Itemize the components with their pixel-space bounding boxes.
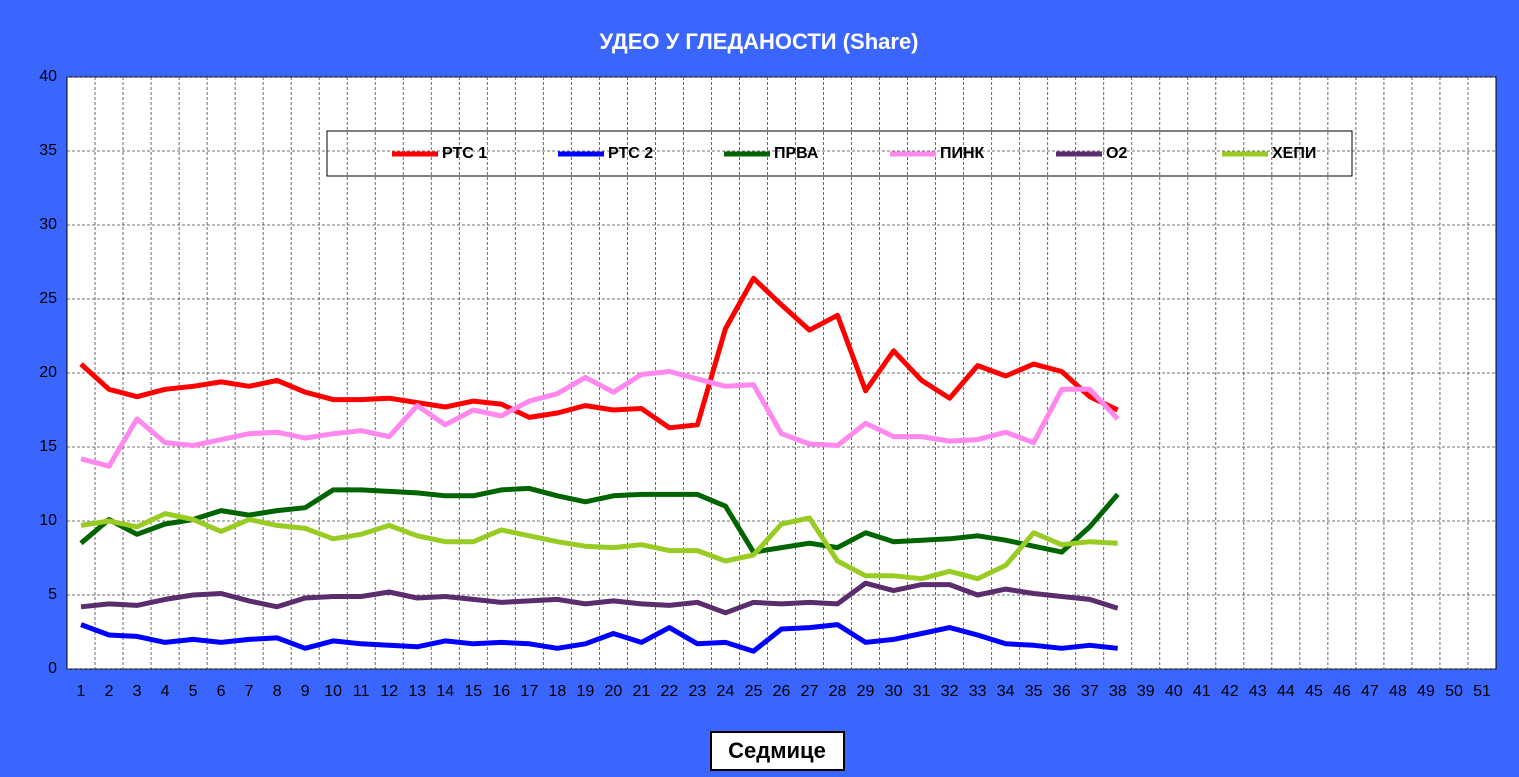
x-axis-label: Седмице [728, 738, 826, 763]
legend-label: РТС 2 [608, 145, 653, 162]
chart-title: УДЕО У ГЛЕДАНОСТИ (Share) [599, 29, 918, 54]
x-tick-label: 37 [1081, 683, 1099, 700]
y-tick-label: 15 [39, 438, 57, 455]
series-line [80, 580, 1119, 616]
y-tick-label: 25 [39, 290, 57, 307]
series-line [79, 275, 1119, 431]
x-tick-label: 43 [1249, 683, 1267, 700]
x-tick-label: 28 [829, 683, 847, 700]
x-tick-label: 5 [189, 683, 198, 700]
series-line [80, 369, 1120, 469]
x-tick-label: 25 [745, 683, 763, 700]
x-tick-label: 22 [661, 683, 679, 700]
y-tick-label: 10 [39, 512, 57, 529]
x-tick-label: 48 [1389, 683, 1407, 700]
y-tick-label: 5 [48, 586, 57, 603]
x-tick-label: 47 [1361, 683, 1379, 700]
x-tick-label: 15 [464, 683, 482, 700]
x-tick-label: 42 [1221, 683, 1239, 700]
series-line [80, 511, 1118, 582]
x-tick-label: 33 [969, 683, 987, 700]
y-tick-label: 20 [39, 364, 57, 381]
x-tick-label: 1 [77, 683, 86, 700]
legend-box [326, 130, 1353, 177]
x-tick-label: 14 [436, 683, 454, 700]
x-tick-label: 2 [105, 683, 114, 700]
x-tick-label: 3 [133, 683, 142, 700]
legend-label: РТС 1 [442, 145, 487, 162]
y-tick-label: 0 [48, 660, 57, 677]
x-tick-label: 49 [1417, 683, 1435, 700]
x-tick-label: 16 [492, 683, 510, 700]
x-tick-label: 11 [353, 683, 370, 700]
x-tick-label: 24 [717, 683, 735, 700]
x-tick-label: 4 [161, 683, 170, 700]
x-tick-label: 32 [941, 683, 959, 700]
x-tick-label: 8 [273, 683, 282, 700]
x-tick-label: 19 [576, 683, 594, 700]
x-tick-label: 31 [913, 683, 931, 700]
y-tick-label: 30 [39, 216, 57, 233]
x-tick-label: 23 [689, 683, 707, 700]
x-tick-label: 30 [885, 683, 903, 700]
legend-label: ХЕПИ [1272, 145, 1316, 162]
x-tick-label: 51 [1473, 683, 1491, 700]
series-line [79, 485, 1120, 555]
x-tick-label: 35 [1025, 683, 1043, 700]
x-tick-label: 44 [1277, 683, 1295, 700]
x-tick-label: 38 [1109, 683, 1127, 700]
x-tick-label: 18 [548, 683, 566, 700]
x-label-box [710, 731, 845, 771]
x-tick-label: 13 [408, 683, 426, 700]
x-tick-label: 21 [633, 683, 651, 700]
x-tick-label: 7 [245, 683, 254, 700]
x-tick-label: 27 [801, 683, 819, 700]
x-tick-label: 26 [773, 683, 791, 700]
x-tick-label: 36 [1053, 683, 1071, 700]
x-tick-label: 6 [217, 683, 226, 700]
x-tick-label: 9 [301, 683, 310, 700]
x-tick-label: 34 [997, 683, 1015, 700]
y-tick-label: 40 [39, 68, 57, 85]
x-tick-label: 50 [1445, 683, 1463, 700]
legend-label: ПРВА [774, 145, 819, 162]
series-line [80, 622, 1118, 654]
x-tick-label: 12 [380, 683, 398, 700]
x-tick-label: 39 [1137, 683, 1155, 700]
x-tick-label: 41 [1193, 683, 1211, 700]
legend-label: О2 [1106, 145, 1127, 162]
x-tick-label: 29 [857, 683, 875, 700]
x-tick-label: 40 [1165, 683, 1183, 700]
y-tick-label: 35 [39, 142, 57, 159]
x-tick-label: 45 [1305, 683, 1323, 700]
legend-label: ПИНК [940, 145, 985, 162]
x-tick-label: 17 [520, 683, 538, 700]
x-tick-label: 10 [324, 683, 342, 700]
x-tick-label: 20 [604, 683, 622, 700]
x-tick-label: 46 [1333, 683, 1351, 700]
